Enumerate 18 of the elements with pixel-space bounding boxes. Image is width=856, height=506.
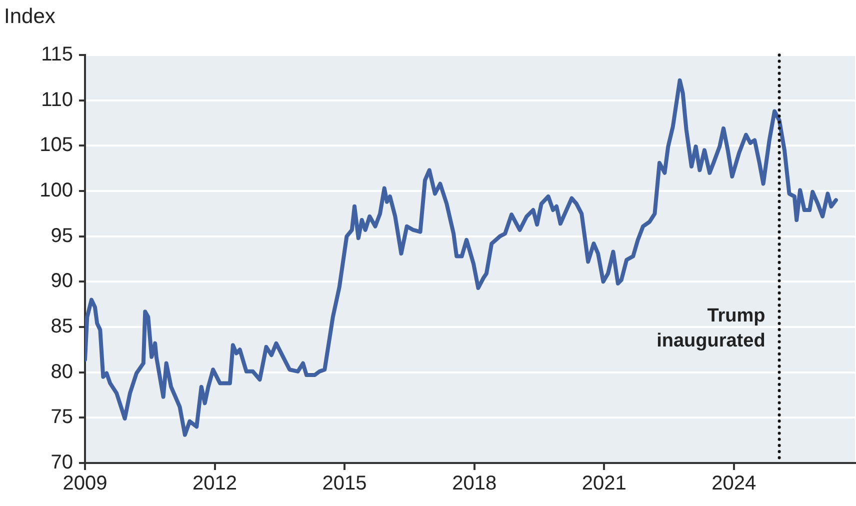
x-tick-label: 2021 xyxy=(582,472,626,495)
y-tick-label: 85 xyxy=(50,316,73,338)
y-tick-label: 70 xyxy=(50,452,73,474)
x-tick-label: 2024 xyxy=(712,472,756,495)
y-tick-label: 100 xyxy=(40,180,73,202)
y-axis-title: Index xyxy=(4,4,56,28)
y-tick-label: 95 xyxy=(50,224,73,247)
x-tick-label: 2009 xyxy=(62,472,108,495)
x-tick-label: 2015 xyxy=(322,472,367,495)
x-tick-label: 2012 xyxy=(192,472,238,495)
y-tick-label: 80 xyxy=(50,360,73,383)
y-tick-label: 75 xyxy=(50,406,73,428)
y-tick-label: 110 xyxy=(41,88,73,111)
ref-line-label: Trump inaugurated xyxy=(656,305,766,352)
y-tick-label: 90 xyxy=(50,270,73,292)
y-tick-label: 105 xyxy=(40,134,73,156)
x-tick-label: 2018 xyxy=(452,472,497,495)
y-tick-label: 115 xyxy=(41,44,73,66)
